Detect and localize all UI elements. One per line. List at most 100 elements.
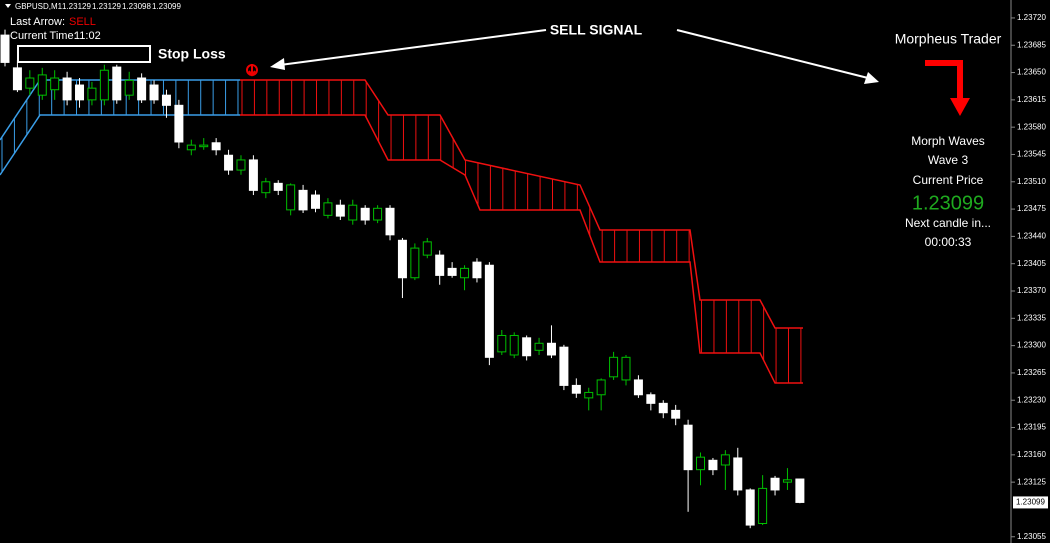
last-arrow-label: Last Arrow: [10,16,65,28]
panel-waves: Morph Waves [911,134,985,148]
header-close: 1.23099 [152,2,181,11]
panel-countdown: 00:00:33 [925,235,972,249]
y-tick-label: 1.23195 [1017,423,1046,432]
candle-body [696,456,706,471]
panel-next: Next candle in... [905,216,991,230]
y-tick-label: 1.23125 [1017,477,1046,486]
symbol: GBPUSD,M1 [15,2,63,11]
candle-body [509,334,519,356]
candle-body [658,402,668,414]
price-marker-label: 1.23099 [1016,498,1045,507]
candle-body [211,142,221,151]
candle-body [422,241,432,256]
current-time: 11:02 [74,30,101,42]
candle-body [621,356,631,381]
y-tick-label: 1.23510 [1017,177,1046,186]
candle-body [435,254,445,276]
candle-body [87,87,97,101]
candle-body [397,239,407,279]
pointer-head [270,58,285,70]
y-tick-label: 1.23370 [1017,286,1046,295]
candle-body [0,34,10,63]
candle-body [497,334,507,353]
y-tick-label: 1.23055 [1017,532,1046,541]
candle-body [559,346,569,386]
candle-body [385,207,395,236]
candle-body [236,159,246,171]
last-arrow: SELL [69,16,96,28]
candle-body [460,267,470,279]
candle-body [360,207,370,221]
candle-body [75,84,85,101]
panel-title: Morpheus Trader [895,31,1002,47]
candle-body [348,204,358,221]
candle-body [671,409,681,419]
down-arrow-head [950,98,970,116]
panel-price: 1.23099 [912,192,984,214]
candle-body [745,489,755,526]
stop-loss-box [17,45,151,63]
candle-body [37,74,47,96]
candle-body [571,384,581,394]
cloud-edge [240,114,803,384]
pointer-line [676,29,869,79]
candle-body [99,69,109,101]
candle-body [261,181,271,194]
y-tick-label: 1.23580 [1017,122,1046,131]
candle-body [273,182,283,191]
candle-body [546,342,556,356]
candle-body [708,459,718,471]
y-tick-label: 1.23230 [1017,395,1046,404]
candle-body [50,77,60,91]
stop-loss-label: Stop Loss [158,46,226,62]
candle-body [186,144,196,151]
candle-body [373,207,383,221]
candle-body [584,391,594,399]
candle-body [248,159,258,191]
candle-body [286,184,296,211]
candle-body [335,204,345,217]
signal-label: SELL SIGNAL [550,22,643,38]
signal-arrow [248,64,256,77]
candle-body [683,424,693,471]
candles [0,29,805,529]
down-arrow [925,60,963,100]
candle-body [447,267,457,276]
header-low: 1.23098 [122,2,151,11]
candle-body [112,66,122,101]
candle-body [646,394,656,404]
candle-body [311,194,320,209]
y-tick-label: 1.23440 [1017,232,1046,241]
candle-body [410,247,420,279]
candle-body [124,79,134,96]
candle-body [633,379,643,396]
y-tick-label: 1.23300 [1017,341,1046,350]
candle-body [12,67,22,91]
candle-body [137,77,147,101]
candle-body [298,189,308,211]
candle-body [795,478,805,503]
candle-body [484,264,494,358]
panel-wave: Wave 3 [928,153,969,167]
time-label: Current Time: [10,30,77,42]
pointer-line [279,29,547,66]
candle-body [224,154,234,171]
candle-body [596,379,606,396]
menu-icon [5,4,11,8]
pointer-head [864,72,879,84]
candle-body [323,202,333,216]
y-tick-label: 1.23720 [1017,13,1046,22]
y-tick-label: 1.23475 [1017,204,1046,213]
panel-price-label: Current Price [913,173,984,187]
candle-body [199,144,209,148]
price-marker [1013,496,1048,509]
candle-body [733,457,743,491]
candle-body [25,77,35,89]
y-tick-label: 1.23160 [1017,450,1046,459]
y-tick-label: 1.23265 [1017,368,1046,377]
candle-body [174,104,184,143]
candle-body [758,487,768,524]
